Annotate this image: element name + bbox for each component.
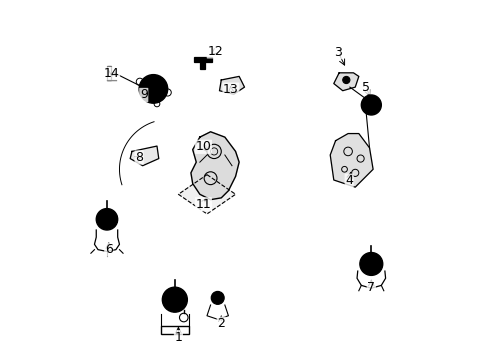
- Circle shape: [364, 257, 378, 271]
- Circle shape: [96, 208, 118, 230]
- Bar: [160, 327, 189, 334]
- Circle shape: [166, 292, 183, 307]
- Bar: [107, 66, 110, 80]
- Text: 1: 1: [174, 331, 182, 344]
- Text: 11: 11: [195, 198, 211, 211]
- Polygon shape: [190, 132, 239, 200]
- Polygon shape: [130, 146, 159, 166]
- Circle shape: [162, 287, 187, 312]
- Text: 8: 8: [135, 151, 143, 164]
- Polygon shape: [219, 76, 244, 94]
- Text: 10: 10: [195, 140, 211, 153]
- Text: 13: 13: [223, 83, 238, 96]
- Text: 9: 9: [140, 89, 147, 102]
- Circle shape: [211, 292, 224, 304]
- Circle shape: [139, 75, 167, 103]
- Polygon shape: [329, 134, 372, 187]
- Circle shape: [361, 95, 381, 115]
- Bar: [200, 62, 205, 69]
- Polygon shape: [333, 73, 358, 91]
- Circle shape: [100, 212, 114, 226]
- Circle shape: [214, 294, 221, 301]
- Bar: [194, 57, 212, 62]
- Text: 5: 5: [361, 81, 369, 94]
- Text: 3: 3: [333, 46, 341, 59]
- Text: 14: 14: [103, 67, 119, 80]
- Circle shape: [364, 99, 377, 111]
- Circle shape: [359, 252, 382, 275]
- Text: 12: 12: [207, 45, 223, 58]
- Text: 6: 6: [104, 243, 112, 256]
- Circle shape: [143, 79, 163, 99]
- Text: 2: 2: [217, 317, 225, 330]
- Circle shape: [342, 76, 349, 84]
- Text: 7: 7: [366, 281, 375, 294]
- Text: 4: 4: [345, 174, 352, 187]
- Polygon shape: [178, 175, 235, 214]
